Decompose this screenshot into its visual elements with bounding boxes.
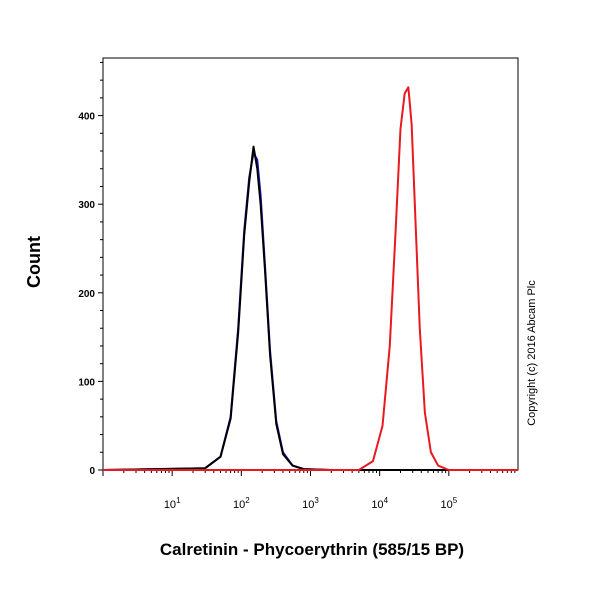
x-tick-label: 104	[371, 496, 388, 511]
y-tick-label: 300	[78, 200, 95, 211]
y-axis-title: Count	[24, 236, 44, 288]
x-tick-label: 101	[164, 496, 181, 511]
series-line-2	[102, 145, 518, 471]
x-tick-label: 105	[440, 496, 457, 511]
series-line-1	[102, 151, 518, 471]
y-tick-label: 0	[89, 466, 95, 477]
y-tick-label: 100	[78, 377, 95, 388]
x-tick-label: 102	[233, 496, 250, 511]
x-axis-title: Calretinin - Phycoerythrin (585/15 BP)	[160, 540, 464, 559]
y-tick-label: 200	[78, 289, 95, 300]
y-tick-label: 400	[78, 112, 95, 123]
copyright-notice: Copyright (c) 2016 Abcam Plc	[526, 280, 538, 426]
plot-frame	[102, 57, 519, 471]
series-line-3	[103, 86, 518, 471]
x-tick-label: 103	[302, 496, 319, 511]
